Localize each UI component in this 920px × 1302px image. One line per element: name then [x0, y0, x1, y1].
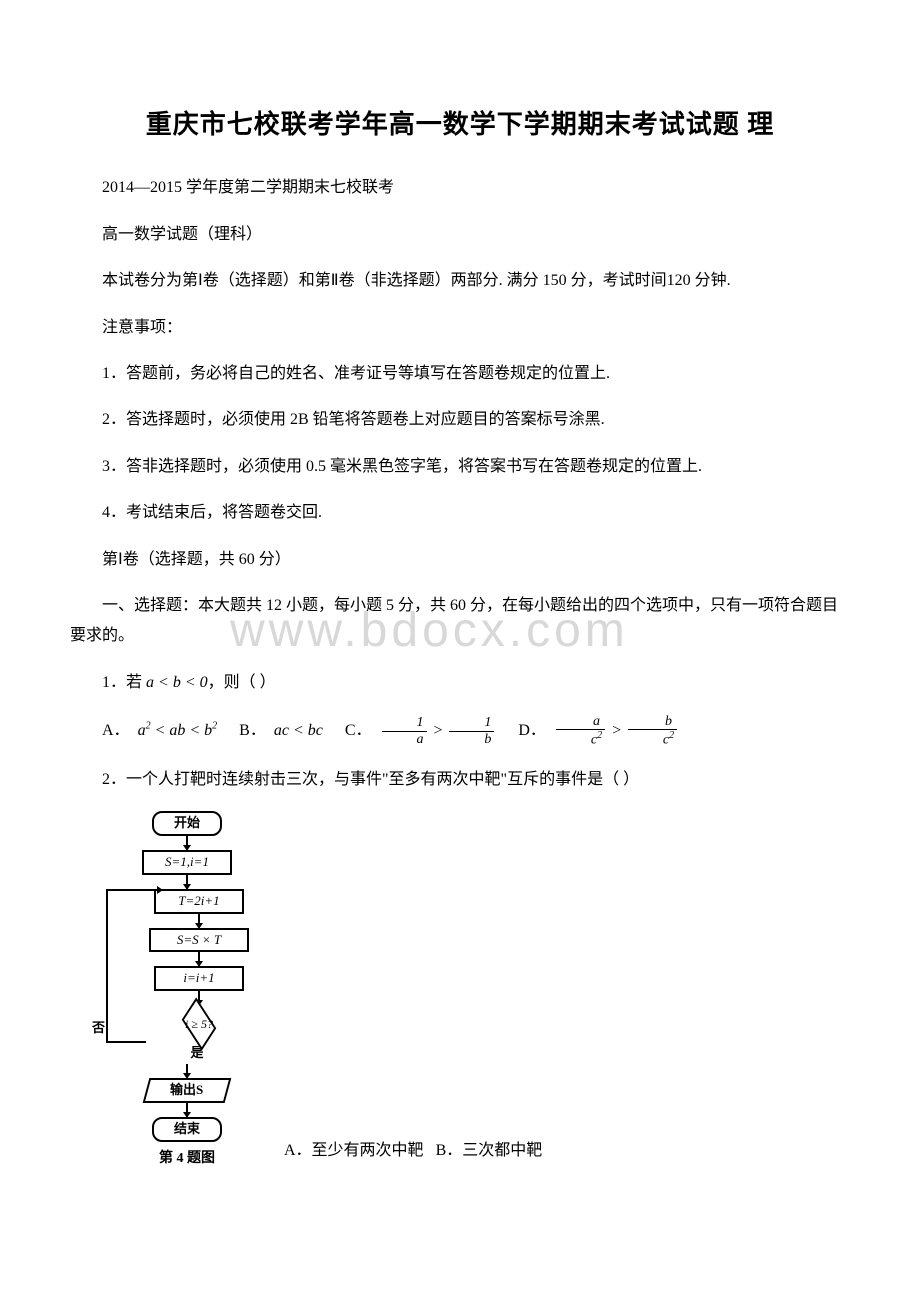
question-2-stem: 2．一个人打靶时连续射击三次，与事件"至多有两次中靶"互斥的事件是（ ） [70, 765, 850, 795]
q1-option-a-label: A． [102, 722, 130, 739]
flowchart-start: 开始 [152, 811, 222, 836]
q1-option-c-label: C． [345, 722, 372, 739]
flowchart-end: 结束 [152, 1117, 222, 1142]
notice-2: 2．答选择题时，必须使用 2B 铅笔将答题卷上对应题目的答案标号涂黑. [70, 405, 850, 435]
page-title: 重庆市七校联考学年高一数学下学期期末考试试题 理 [70, 100, 850, 149]
flowchart-step-s: S=S × T [149, 928, 249, 953]
subtitle-year: 2014—2015 学年度第二学期期末七校联考 [70, 173, 850, 203]
q1-c-op: > [433, 722, 444, 739]
question-1-stem: 1．若 a < b < 0，则（ ） [70, 668, 850, 698]
flowchart-step-t: T=2i+1 [154, 889, 244, 914]
q1-c-frac2: 1b [449, 715, 494, 747]
q1-d-op: > [611, 722, 622, 739]
q1-math: a < b < 0 [146, 674, 208, 691]
question-1-options: A． a2 < ab < b2 B． ac < bc C． 1a > 1b D．… [70, 714, 850, 748]
q2-option-a: A．至少有两次中靶 [284, 1142, 424, 1159]
flowchart-decision: i ≥ 5? [153, 1005, 245, 1043]
flowchart-yes-label: 是 [122, 1041, 272, 1066]
question-4-figure-block: 开始 S=1,i=1 否 T=2i+1 S=S × T i=i+1 i ≥ 5? [102, 811, 850, 1173]
q2-option-b: B．三次都中靶 [436, 1142, 543, 1159]
section1-intro: 一、选择题：本大题共 12 小题，每小题 5 分，共 60 分，在每小题给出的四… [70, 591, 850, 652]
flowchart-step-init: S=1,i=1 [142, 850, 232, 875]
q1-option-a-math: a2 < ab < b2 [138, 722, 218, 739]
section1-header: 第Ⅰ卷（选择题，共 60 分） [70, 545, 850, 575]
q1-stem-post: ，则（ ） [208, 674, 276, 691]
q1-stem-pre: 1．若 [102, 674, 146, 691]
q1-c-frac1: 1a [382, 715, 427, 747]
notice-3: 3．答非选择题时，必须使用 0.5 毫米黑色签字笔，将答案书写在答题卷规定的位置… [70, 452, 850, 482]
q1-option-b-math: ac < bc [274, 722, 323, 739]
flowchart-step-i: i=i+1 [154, 966, 244, 991]
q1-d-frac1: ac2 [556, 714, 605, 748]
flowchart-no-label: 否 [92, 1016, 105, 1041]
notice-header: 注意事项： [70, 313, 850, 343]
flowchart-caption: 第 4 题图 [102, 1146, 272, 1173]
notice-1: 1．答题前，务必将自己的姓名、准考证号等填写在答题卷规定的位置上. [70, 359, 850, 389]
flowchart-loop: 否 T=2i+1 S=S × T i=i+1 i ≥ 5? [102, 889, 272, 1044]
flowchart-output: 输出S [143, 1078, 232, 1103]
q1-d-frac2: bc2 [628, 714, 677, 748]
notice-4: 4．考试结束后，将答题卷交回. [70, 498, 850, 528]
intro-paragraph: 本试卷分为第Ⅰ卷（选择题）和第Ⅱ卷（非选择题）两部分. 满分 150 分，考试时… [70, 266, 850, 296]
subject-line: 高一数学试题（理科） [70, 220, 850, 250]
q1-option-d-label: D． [518, 722, 546, 739]
question-2-options: A．至少有两次中靶 B．三次都中靶 [284, 1136, 542, 1172]
flowchart: 开始 S=1,i=1 否 T=2i+1 S=S × T i=i+1 i ≥ 5? [102, 811, 272, 1173]
q1-option-b-label: B． [239, 722, 266, 739]
